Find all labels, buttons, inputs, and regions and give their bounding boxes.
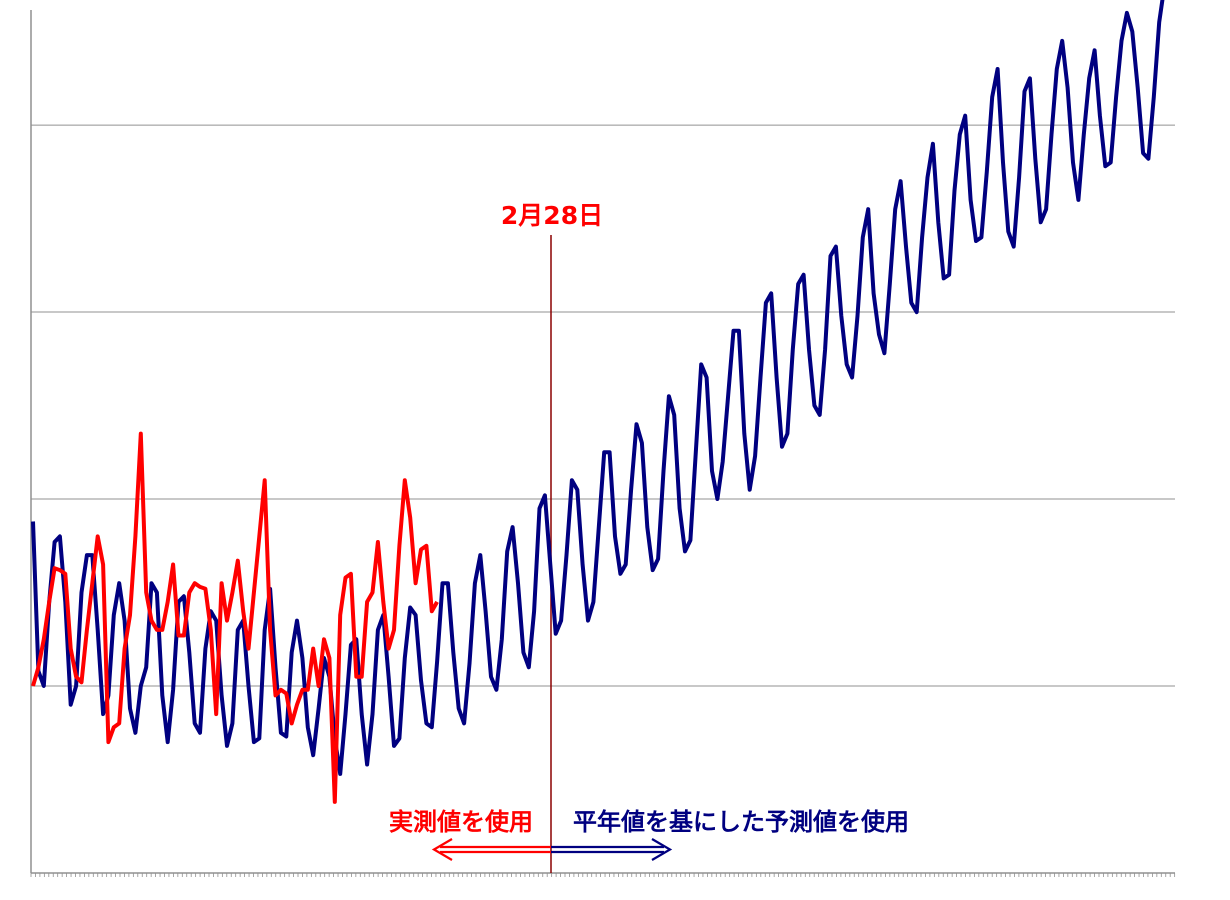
divider-date-label: 2月28日 bbox=[501, 201, 603, 230]
series-lines bbox=[31, 0, 1165, 804]
actual-range-arrow bbox=[431, 838, 551, 861]
gridlines bbox=[31, 124, 1175, 687]
x-axis-ticks bbox=[30, 873, 1176, 877]
actual-series-line bbox=[31, 431, 439, 804]
forecast-range-arrow bbox=[551, 838, 673, 861]
forecast-values-label: 平年値を基にした予測値を使用 bbox=[573, 808, 909, 836]
actual-values-label: 実測値を使用 bbox=[389, 808, 533, 836]
forecast-series-line bbox=[31, 0, 1165, 776]
